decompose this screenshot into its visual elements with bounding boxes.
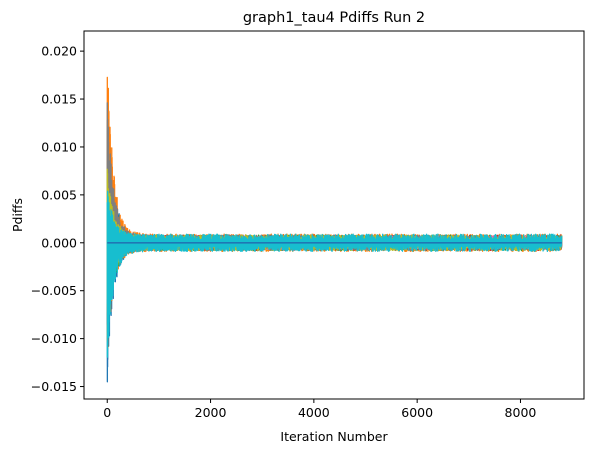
y-axis-label: Pdiffs [10, 198, 25, 232]
y-tick-label: −0.010 [31, 331, 77, 346]
x-tick-label: 0 [103, 405, 111, 420]
x-tick-label: 2000 [195, 405, 227, 420]
plot-area [106, 76, 563, 383]
x-tick-label: 4000 [298, 405, 330, 420]
y-tick-label: 0.000 [41, 235, 77, 250]
plot-frame [83, 30, 585, 400]
x-axis-label: Iteration Number [280, 429, 388, 444]
y-tick-label: −0.005 [31, 283, 77, 298]
chart-title: graph1_tau4 Pdiffs Run 2 [243, 10, 425, 26]
x-tick-label: 6000 [401, 405, 433, 420]
x-axis: 0 2000 4000 6000 8000 [103, 399, 536, 420]
y-axis: −0.015 −0.010 −0.005 0.000 0.005 0.010 0.015 0.… [31, 44, 84, 394]
x-tick-label: 8000 [505, 405, 537, 420]
y-tick-label: 0.020 [41, 44, 77, 59]
y-tick-label: 0.010 [41, 139, 77, 154]
y-tick-label: 0.015 [41, 92, 77, 107]
y-tick-label: −0.015 [31, 379, 77, 394]
series-layer [106, 76, 563, 383]
y-tick-label: 0.005 [41, 187, 77, 202]
